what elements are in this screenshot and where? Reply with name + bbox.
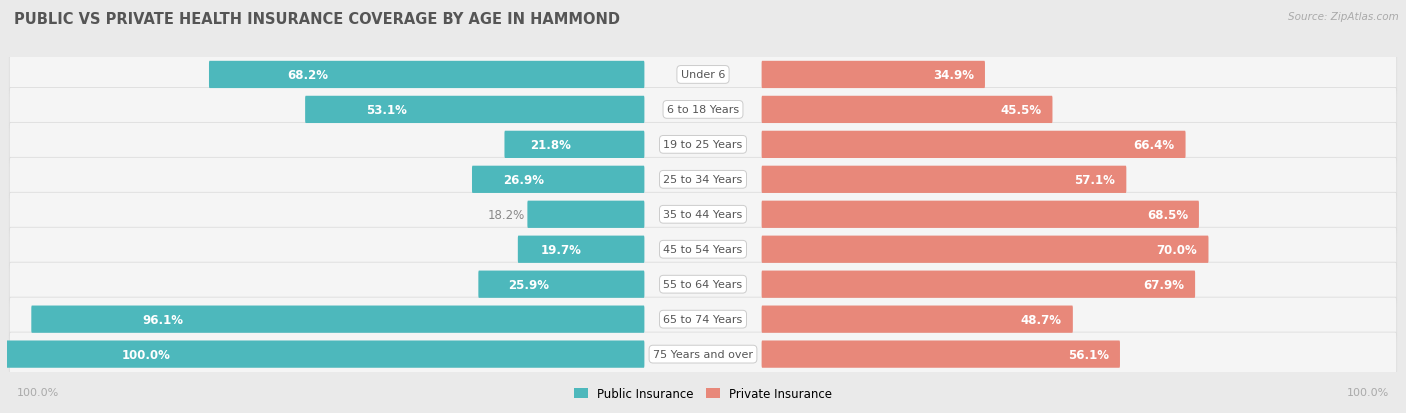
Text: 68.2%: 68.2% xyxy=(288,69,329,82)
Text: Source: ZipAtlas.com: Source: ZipAtlas.com xyxy=(1288,12,1399,22)
FancyBboxPatch shape xyxy=(10,263,1396,306)
FancyBboxPatch shape xyxy=(762,201,1199,228)
FancyBboxPatch shape xyxy=(10,123,1396,167)
FancyBboxPatch shape xyxy=(762,271,1195,298)
FancyBboxPatch shape xyxy=(209,62,644,89)
FancyBboxPatch shape xyxy=(472,166,644,193)
Text: 18.2%: 18.2% xyxy=(488,208,524,221)
Text: 34.9%: 34.9% xyxy=(934,69,974,82)
Text: 19 to 25 Years: 19 to 25 Years xyxy=(664,140,742,150)
FancyBboxPatch shape xyxy=(762,306,1073,333)
Text: 67.9%: 67.9% xyxy=(1143,278,1184,291)
FancyBboxPatch shape xyxy=(762,166,1126,193)
Text: 48.7%: 48.7% xyxy=(1021,313,1062,326)
FancyBboxPatch shape xyxy=(31,306,644,333)
Text: 55 to 64 Years: 55 to 64 Years xyxy=(664,280,742,290)
FancyBboxPatch shape xyxy=(10,193,1396,237)
Text: PUBLIC VS PRIVATE HEALTH INSURANCE COVERAGE BY AGE IN HAMMOND: PUBLIC VS PRIVATE HEALTH INSURANCE COVER… xyxy=(14,12,620,27)
Text: 65 to 74 Years: 65 to 74 Years xyxy=(664,314,742,324)
FancyBboxPatch shape xyxy=(10,158,1396,202)
Text: 68.5%: 68.5% xyxy=(1147,208,1188,221)
Text: 25 to 34 Years: 25 to 34 Years xyxy=(664,175,742,185)
Text: 45 to 54 Years: 45 to 54 Years xyxy=(664,244,742,255)
Text: 21.8%: 21.8% xyxy=(530,138,571,152)
FancyBboxPatch shape xyxy=(505,131,644,159)
Text: 56.1%: 56.1% xyxy=(1069,348,1109,361)
FancyBboxPatch shape xyxy=(10,228,1396,272)
FancyBboxPatch shape xyxy=(10,332,1396,376)
FancyBboxPatch shape xyxy=(305,97,644,124)
Text: 100.0%: 100.0% xyxy=(122,348,170,361)
Text: 70.0%: 70.0% xyxy=(1157,243,1198,256)
Text: 57.1%: 57.1% xyxy=(1074,173,1115,186)
Text: 53.1%: 53.1% xyxy=(367,104,408,116)
Text: 25.9%: 25.9% xyxy=(509,278,550,291)
FancyBboxPatch shape xyxy=(10,297,1396,342)
FancyBboxPatch shape xyxy=(762,236,1209,263)
FancyBboxPatch shape xyxy=(762,62,986,89)
Text: Under 6: Under 6 xyxy=(681,70,725,80)
FancyBboxPatch shape xyxy=(762,341,1121,368)
Text: 35 to 44 Years: 35 to 44 Years xyxy=(664,210,742,220)
Text: 26.9%: 26.9% xyxy=(503,173,544,186)
FancyBboxPatch shape xyxy=(478,271,644,298)
Text: 19.7%: 19.7% xyxy=(541,243,582,256)
Text: 6 to 18 Years: 6 to 18 Years xyxy=(666,105,740,115)
Text: 45.5%: 45.5% xyxy=(1000,104,1042,116)
FancyBboxPatch shape xyxy=(10,88,1396,132)
Text: 96.1%: 96.1% xyxy=(142,313,183,326)
Text: 100.0%: 100.0% xyxy=(17,387,59,397)
FancyBboxPatch shape xyxy=(762,131,1185,159)
FancyBboxPatch shape xyxy=(527,201,644,228)
FancyBboxPatch shape xyxy=(517,236,644,263)
Text: 66.4%: 66.4% xyxy=(1133,138,1174,152)
Text: 75 Years and over: 75 Years and over xyxy=(652,349,754,359)
Legend: Public Insurance, Private Insurance: Public Insurance, Private Insurance xyxy=(569,383,837,405)
FancyBboxPatch shape xyxy=(10,53,1396,97)
Text: 100.0%: 100.0% xyxy=(1347,387,1389,397)
FancyBboxPatch shape xyxy=(7,341,644,368)
FancyBboxPatch shape xyxy=(762,97,1053,124)
